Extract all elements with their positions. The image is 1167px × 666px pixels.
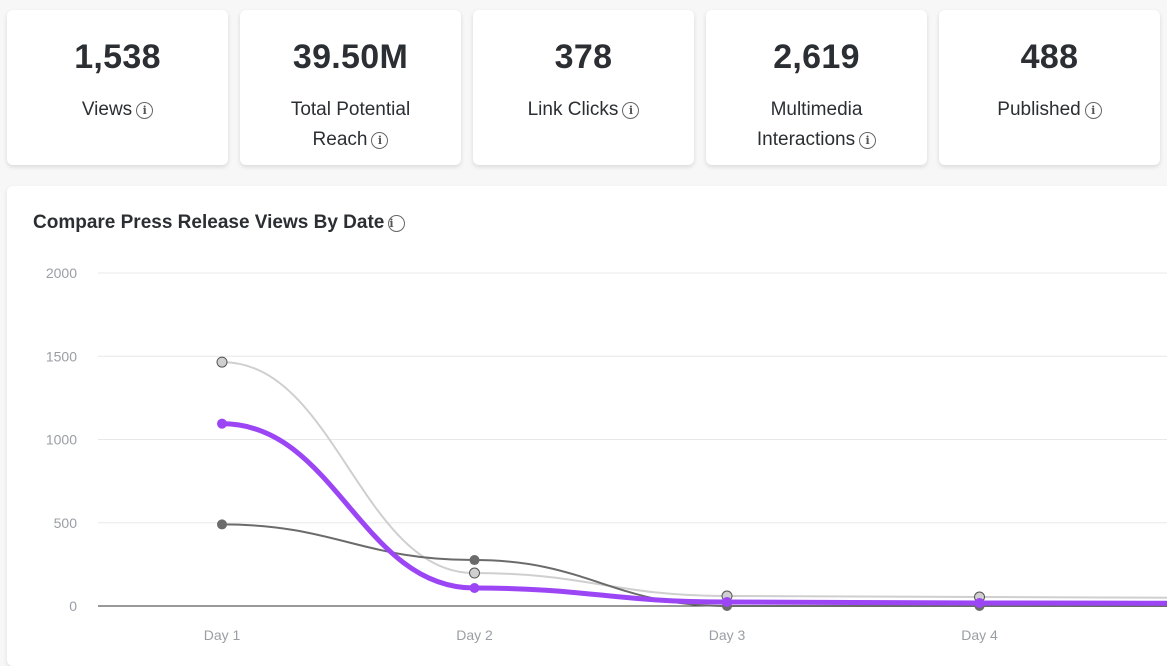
data-point <box>217 519 227 530</box>
data-point <box>216 356 228 368</box>
stat-label: Multimedia Interactions <box>756 99 863 150</box>
info-icon[interactable]: i <box>1084 102 1102 119</box>
x-tick-label: Day 2 <box>456 627 493 643</box>
y-tick-label: 2000 <box>46 265 77 281</box>
stat-card-multimedia: 2,619 Multimedia Interactions i <box>706 10 927 165</box>
y-tick-label: 500 <box>54 515 78 531</box>
stat-value: 1,538 <box>74 38 161 76</box>
x-tick-label: Day 3 <box>709 627 746 643</box>
x-tick-label: Day 1 <box>204 627 241 643</box>
chart-title: Compare Press Release Views By Date i <box>33 212 406 234</box>
info-icon[interactable]: i <box>371 132 389 149</box>
data-point <box>217 418 227 429</box>
stat-label: Link Clicks <box>527 99 619 120</box>
info-icon[interactable]: i <box>388 215 406 232</box>
data-point <box>974 598 985 609</box>
stat-label: Views <box>81 99 133 120</box>
stat-value: 2,619 <box>773 38 860 76</box>
chart-title-text: Compare Press Release Views By Date <box>33 212 385 233</box>
info-icon[interactable]: i <box>859 132 877 149</box>
data-point <box>469 583 480 594</box>
data-point <box>722 597 732 608</box>
y-tick-label: 0 <box>69 598 77 614</box>
stat-cards: 1,538 Views i 39.50M Total Potential Reach i… <box>7 10 1160 165</box>
series-line-0 <box>221 361 1167 599</box>
x-tick-label: Day 4 <box>961 627 998 643</box>
info-icon[interactable]: i <box>136 102 154 119</box>
stat-card-views: 1,538 Views i <box>7 10 228 165</box>
series-line-2 <box>221 421 1167 606</box>
stat-card-link-clicks: 378 Link Clicks i <box>473 10 694 165</box>
stat-value: 39.50M <box>292 38 409 76</box>
y-tick-label: 1500 <box>46 348 77 364</box>
stat-value: 488 <box>1020 38 1079 76</box>
data-point <box>469 567 480 579</box>
stat-card-published: 488 Published i <box>939 10 1160 165</box>
data-point <box>469 555 480 566</box>
stat-value: 378 <box>554 38 613 76</box>
y-tick-label: 1000 <box>46 432 77 448</box>
series-line-1 <box>221 523 1167 607</box>
line-chart: 0 500 1000 1500 2000 Day 1 Day 2 Day 3 Day 4 <box>46 265 1167 643</box>
stat-label: Total Potential Reach <box>290 99 411 150</box>
chart-panel: Compare Press Release Views By Date i 0 50… <box>7 186 1167 666</box>
stat-label: Published <box>997 99 1081 120</box>
info-icon[interactable]: i <box>622 102 640 119</box>
stat-card-reach: 39.50M Total Potential Reach i <box>240 10 461 165</box>
